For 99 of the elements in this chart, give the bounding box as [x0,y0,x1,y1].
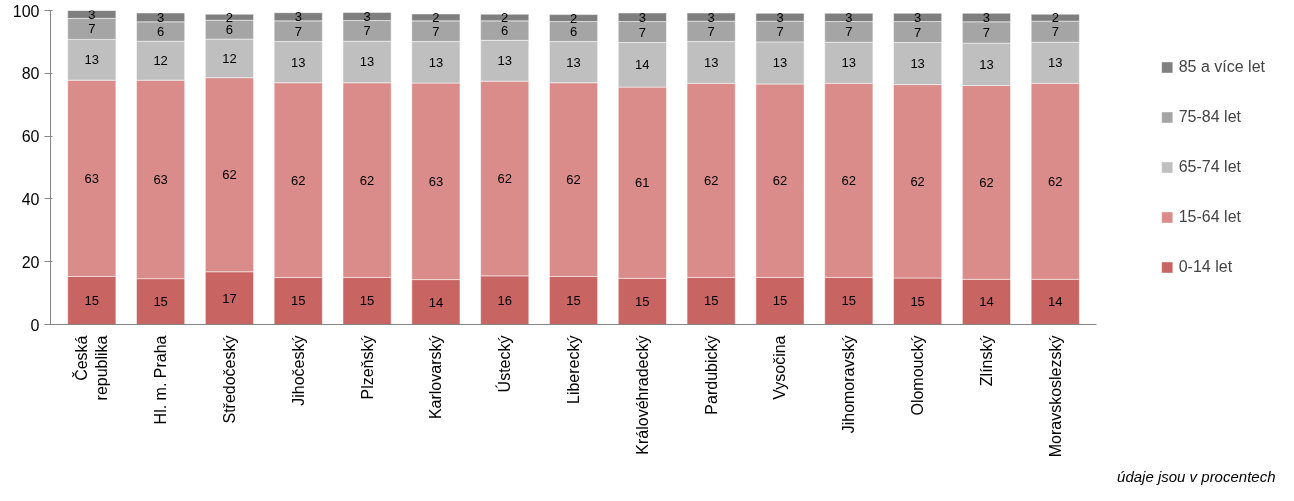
x-tick-label: Jihomoravský [840,335,858,434]
x-tick-label: Liberecký [565,335,583,404]
data-label: 2 [432,9,440,25]
data-label: 3 [707,9,715,25]
data-label: 7 [1051,24,1059,40]
x-tick-label: Pardubický [702,335,720,415]
y-tick-label: 0 [30,316,40,334]
data-label: 7 [914,24,922,40]
x-tick-label: Středočeský [220,335,238,424]
data-label: 15 [291,293,306,309]
data-label: 13 [841,55,857,71]
legend-label: 0-14 let [1178,258,1233,276]
data-label: 7 [707,23,715,39]
x-tick-label: Jihočeský [289,335,307,406]
data-label: 7 [638,24,646,40]
data-label: 7 [776,24,784,40]
x-tick-label: Ústecký [495,335,514,393]
data-label: 7 [845,24,853,40]
data-label: 15 [566,292,581,308]
data-label: 62 [910,173,925,189]
data-label: 3 [914,9,922,25]
data-label: 62 [222,167,237,183]
data-label: 15 [772,293,788,309]
data-label: 62 [497,170,512,186]
data-label: 14 [428,294,444,310]
data-label: 62 [566,172,581,188]
data-label: 7 [294,23,302,39]
data-label: 62 [703,172,719,188]
data-label: 13 [566,54,581,70]
legend-label: 75-84 let [1178,108,1241,126]
data-label: 13 [1048,55,1063,71]
data-label: 14 [1048,294,1063,310]
legend-label: 85 a více let [1178,58,1265,76]
data-label: 15 [635,293,650,309]
data-label: 7 [363,23,371,39]
x-tick-label: Zlínský [977,335,995,387]
data-label: 15 [359,293,375,309]
data-label: 63 [153,171,168,187]
data-label: 17 [222,290,237,306]
data-label: 61 [635,175,650,191]
y-tick-label: 100 [12,2,40,20]
data-label: 62 [772,173,788,189]
data-label: 15 [703,293,719,309]
data-label: 3 [776,9,784,25]
data-label: 15 [84,292,100,308]
y-tick-label: 80 [21,65,40,83]
data-label: 13 [291,54,306,70]
data-label: 13 [497,53,512,69]
data-label: 6 [157,24,165,40]
data-label: 15 [841,293,857,309]
data-label: 3 [845,9,853,25]
data-label: 13 [910,56,925,72]
legend-label: 15-64 let [1178,208,1241,226]
data-label: 13 [359,54,375,70]
y-tick-label: 20 [21,253,40,271]
data-label: 12 [222,50,237,66]
x-tick-label: Hl. m. Praha [152,335,170,425]
data-label: 13 [703,54,719,70]
data-label: 13 [979,56,994,72]
y-tick-label: 60 [21,128,40,146]
data-label: 62 [291,172,306,188]
data-label: 12 [153,53,168,69]
x-tick-label: Olomoucký [909,335,927,416]
x-tick-label: Česká republika [72,335,111,401]
text: údaje jsou v procentech [1117,467,1276,485]
data-label: 6 [225,22,234,38]
data-label: 3 [638,9,646,25]
x-tick-label: Vysočina [771,335,789,400]
data-label: 6 [569,24,578,40]
data-label: 13 [84,52,100,68]
data-label: 62 [1048,173,1063,189]
data-label: 14 [635,57,650,73]
data-label: 7 [88,21,96,37]
data-label: 7 [432,23,440,39]
data-label: 7 [982,24,991,40]
data-label: 3 [982,10,991,26]
data-label: 63 [428,173,444,189]
data-label: 2 [501,10,509,26]
x-tick-label: Plzeňský [358,335,376,400]
data-label: 16 [497,292,512,308]
data-label: 62 [841,172,857,188]
data-label: 62 [359,172,375,188]
y-tick-label: 40 [21,190,40,208]
data-label: 3 [157,9,165,25]
data-label: 14 [979,294,994,310]
x-tick-label: Karlovarský [427,335,445,420]
x-tick-label: Královéhradecký [633,335,651,455]
data-label: 63 [84,170,100,186]
data-label: 13 [772,55,788,71]
data-label: 3 [294,9,302,25]
data-label: 6 [501,23,509,39]
data-label: 13 [428,54,444,70]
data-label: 3 [363,8,371,24]
data-label: 15 [153,294,168,310]
data-label: 3 [88,6,96,22]
data-label: 15 [910,293,925,309]
data-label: 62 [979,174,994,190]
x-tick-label: Moravskoslezský [1046,335,1064,458]
legend-label: 65-74 let [1178,158,1241,176]
